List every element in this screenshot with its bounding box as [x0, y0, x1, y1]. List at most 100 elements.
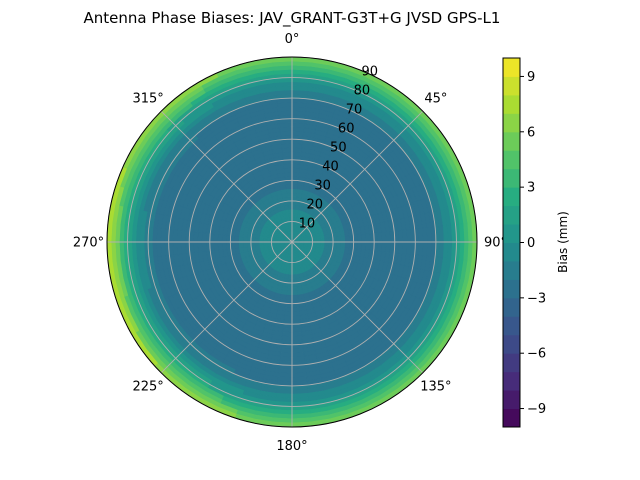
contour-cell [291, 278, 297, 284]
contour-cell [258, 241, 264, 246]
contour-cell [217, 241, 223, 251]
contour-cell [340, 241, 346, 248]
contour-cell [287, 200, 293, 206]
radial-tick-label: 20 [306, 198, 323, 213]
contour-cell [283, 315, 293, 321]
contour-cell [288, 208, 293, 214]
contour-cell [285, 294, 293, 300]
angular-tick-label: 180° [276, 439, 307, 454]
contour-cell [357, 234, 363, 243]
contour-cell [254, 241, 260, 247]
contour-cell [286, 188, 293, 194]
contour-cell [242, 236, 248, 243]
colorbar-label: Bias (mm) [556, 211, 570, 273]
contour-cell [291, 311, 301, 317]
contour-cell [328, 237, 334, 243]
angular-tick-label: 90° [484, 236, 507, 251]
contour-cell [221, 234, 227, 243]
contour-cell [291, 270, 296, 276]
angular-tick-label: 135° [420, 379, 451, 394]
contour-cell [291, 307, 300, 313]
contour-cell [365, 233, 371, 243]
colorbar-level [503, 353, 520, 373]
contour-cell [291, 290, 298, 296]
contour-cell [336, 236, 342, 243]
colorbar-tick-label: −9 [527, 402, 546, 417]
colorbar-level [503, 371, 520, 391]
radial-tick-label: 90 [362, 65, 379, 80]
contour-cell [344, 241, 350, 249]
contour-cell [221, 241, 227, 250]
colorbar-level [503, 113, 520, 133]
radial-tick-label: 10 [299, 217, 316, 232]
contour-cell [286, 286, 293, 292]
contour-cell [324, 237, 330, 243]
contour-cell [287, 204, 293, 210]
contour-cell [316, 238, 322, 243]
colorbar-level [503, 297, 520, 317]
colorbar-level [503, 279, 520, 299]
angular-gridline [160, 110, 293, 243]
contour-cell [242, 241, 248, 248]
contour-cell [291, 188, 298, 194]
colorbar-level [503, 390, 520, 410]
contour-cell [291, 171, 300, 177]
colorbar-level [503, 187, 520, 207]
contour-cell [357, 241, 363, 250]
colorbar-tick-label: −6 [527, 347, 546, 362]
colorbar-level [503, 334, 520, 354]
contour-cell [361, 241, 367, 251]
contour-cell [285, 184, 293, 190]
contour-cell [291, 192, 298, 198]
contour-cell [284, 307, 293, 313]
contour-cell [291, 163, 301, 169]
radial-tick-label: 80 [354, 84, 371, 99]
contour-cell [340, 236, 346, 243]
contour-cell [291, 167, 301, 173]
contour-cell [361, 233, 367, 243]
contour-cell [238, 241, 244, 248]
colorbar-tick-label: −3 [527, 291, 546, 306]
contour-cell [234, 241, 240, 249]
colorbar-level [503, 205, 520, 225]
contour-cell [336, 241, 342, 248]
contour-cell [262, 241, 268, 246]
radial-tick-label: 40 [322, 160, 339, 175]
angular-tick-label: 315° [132, 92, 163, 107]
contour-cell [238, 236, 244, 243]
contour-cell [288, 212, 293, 218]
contour-cell [284, 171, 293, 177]
radial-tick-label: 50 [330, 141, 347, 156]
contour-cell [291, 266, 296, 272]
colorbar-level [503, 408, 520, 428]
contour-cell [291, 184, 299, 190]
contour-cell [283, 311, 293, 317]
contour-cell [234, 235, 240, 243]
colorbar-level [503, 242, 520, 262]
colorbar-level [503, 260, 520, 280]
contour-cell [344, 235, 350, 243]
contour-cell [213, 241, 219, 251]
angular-gridline [160, 241, 293, 374]
polar-grid [106, 56, 478, 428]
contour-cells [106, 56, 478, 428]
radial-tick-label: 60 [338, 122, 355, 137]
colorbar-level [503, 131, 520, 151]
contour-cell [291, 286, 298, 292]
colorbar: −9 −6 −3 0 3 6 9 [502, 57, 546, 428]
contour-cell [286, 192, 293, 198]
angular-tick-label: 270° [73, 236, 104, 251]
contour-cell [283, 163, 293, 169]
angular-tick-label: 45° [424, 92, 447, 107]
contour-cell [365, 241, 371, 251]
angular-tick-label: 225° [132, 379, 163, 394]
contour-cell [250, 241, 256, 247]
colorbar-tick-label: 6 [527, 125, 535, 140]
contour-cell [286, 290, 293, 296]
colorbar-tick-label: 9 [527, 70, 535, 85]
colorbar-level [503, 224, 520, 243]
radial-tick-labels: 10 20 30 40 50 60 70 80 90 [299, 65, 378, 232]
radial-tick-label: 30 [314, 179, 331, 194]
colorbar-level [503, 168, 520, 188]
